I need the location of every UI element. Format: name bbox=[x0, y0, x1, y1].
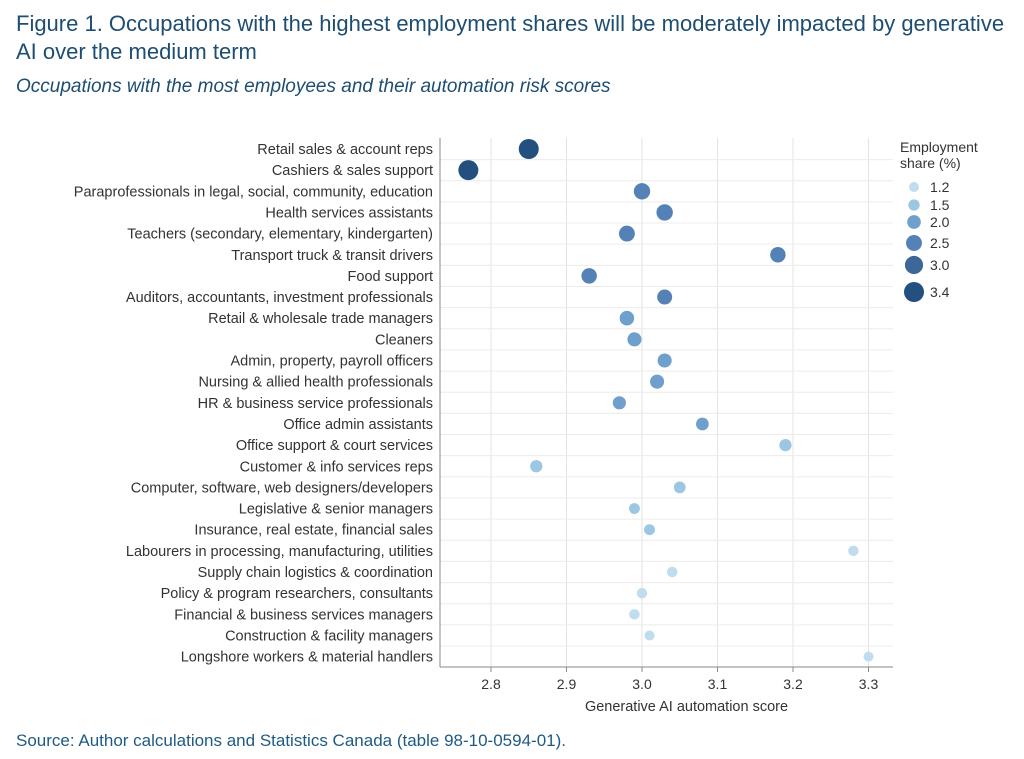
legend-title-line-2: share (%) bbox=[900, 155, 961, 171]
data-point bbox=[530, 460, 543, 473]
data-point bbox=[628, 503, 640, 515]
category-label: Retail sales & account reps bbox=[257, 142, 433, 158]
data-point bbox=[696, 417, 709, 431]
data-point bbox=[656, 204, 673, 221]
category-label: Cashiers & sales support bbox=[272, 163, 433, 179]
data-point bbox=[629, 609, 640, 620]
x-tick-label: 3.3 bbox=[859, 676, 879, 692]
category-label: Transport truck & transit drivers bbox=[231, 248, 433, 264]
legend-label: 2.0 bbox=[930, 214, 950, 230]
data-point bbox=[619, 310, 635, 326]
category-label: Supply chain logistics & coordination bbox=[198, 565, 433, 581]
data-point bbox=[581, 268, 597, 284]
data-point bbox=[458, 160, 479, 181]
category-label: Retail & wholesale trade managers bbox=[208, 311, 433, 327]
category-label: Nursing & allied health professionals bbox=[198, 375, 433, 391]
data-point bbox=[636, 587, 648, 599]
data-point bbox=[673, 481, 686, 494]
category-label: Financial & business services managers bbox=[174, 607, 433, 623]
legend-swatch bbox=[907, 215, 921, 229]
data-point bbox=[770, 247, 786, 263]
data-point bbox=[848, 545, 859, 557]
category-label: Legislative & senior managers bbox=[239, 502, 433, 518]
data-point bbox=[650, 374, 665, 389]
category-label: Auditors, accountants, investment profes… bbox=[126, 290, 433, 306]
chart-title: Figure 1. Occupations with the highest e… bbox=[16, 11, 1005, 64]
category-label: Labourers in processing, manufacturing, … bbox=[126, 544, 433, 560]
legend-swatch bbox=[904, 282, 924, 302]
legend-swatch bbox=[908, 199, 920, 211]
category-label: Office admin assistants bbox=[283, 417, 433, 433]
data-point bbox=[627, 332, 642, 347]
data-point bbox=[657, 353, 672, 368]
x-tick-label: 2.9 bbox=[557, 676, 577, 692]
data-point bbox=[666, 566, 678, 578]
x-tick-label: 3.0 bbox=[632, 676, 652, 692]
data-point bbox=[633, 183, 651, 200]
legend-label: 2.5 bbox=[930, 235, 950, 251]
x-tick-label: 3.2 bbox=[783, 676, 803, 692]
category-label: Cleaners bbox=[375, 332, 433, 348]
category-label: Longshore workers & material handlers bbox=[181, 650, 433, 666]
category-label: Policy & program researchers, consultant… bbox=[161, 586, 433, 602]
x-tick-label: 2.8 bbox=[481, 676, 501, 692]
category-label: Insurance, real estate, financial sales bbox=[194, 523, 433, 539]
legend-label: 3.4 bbox=[930, 284, 950, 300]
category-label: HR & business service professionals bbox=[198, 396, 433, 412]
legend-label: 3.0 bbox=[930, 257, 950, 273]
data-point bbox=[612, 396, 626, 410]
data-point bbox=[618, 225, 635, 242]
data-point bbox=[657, 289, 673, 305]
legend-label: 1.2 bbox=[930, 179, 950, 195]
legend-title-line-1: Employment bbox=[900, 139, 978, 155]
data-point bbox=[863, 651, 874, 662]
x-axis-title: Generative AI automation score bbox=[585, 699, 788, 715]
x-tick-label: 3.1 bbox=[708, 676, 728, 692]
category-label: Food support bbox=[348, 269, 433, 285]
legend-swatch bbox=[904, 255, 924, 275]
chart-subtitle: Occupations with the most employees and … bbox=[16, 76, 611, 97]
category-label: Paraprofessionals in legal, social, comm… bbox=[74, 184, 433, 200]
category-labels: Retail sales & account reps Cashiers & sa… bbox=[74, 142, 433, 666]
data-point bbox=[779, 438, 792, 452]
data-point bbox=[644, 524, 656, 536]
data-point bbox=[518, 139, 539, 159]
data-points bbox=[458, 139, 874, 662]
category-label: Customer & info services reps bbox=[240, 459, 433, 475]
source-note: Source: Author calculations and Statisti… bbox=[16, 731, 566, 750]
legend-swatch bbox=[906, 235, 922, 251]
category-label: Office support & court services bbox=[236, 438, 433, 454]
category-label: Admin, property, payroll officers bbox=[230, 354, 433, 370]
legend-swatch bbox=[909, 182, 919, 192]
category-label: Construction & facility managers bbox=[225, 628, 433, 644]
legend-label: 1.5 bbox=[930, 197, 950, 213]
category-label: Computer, software, web designers/develo… bbox=[131, 480, 433, 496]
axis-layer: 2.8 2.9 3.0 3.1 3.2 3.3 Generative AI automati… bbox=[439, 138, 893, 715]
category-label: Teachers (secondary, elementary, kinderg… bbox=[127, 227, 433, 243]
data-point bbox=[644, 630, 655, 641]
category-label: Health services assistants bbox=[265, 205, 433, 221]
